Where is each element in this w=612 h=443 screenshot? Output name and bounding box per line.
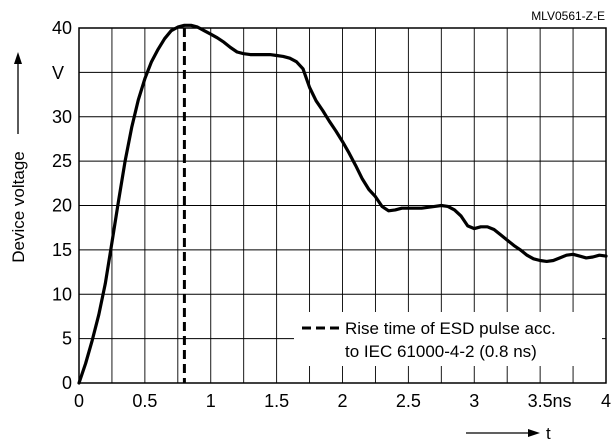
x-tick-label: 4: [601, 391, 611, 411]
y-tick-label: 5: [62, 329, 72, 349]
y-tick-label: 25: [52, 151, 72, 171]
y-axis-arrow-head: [14, 52, 22, 64]
x-tick-label: 2: [337, 391, 347, 411]
figure-id: MLV0561-Z-E: [531, 9, 605, 23]
x-tick-label: 1: [206, 391, 216, 411]
y-tick-label: 10: [52, 284, 72, 304]
x-tick-label: 2.5: [396, 391, 421, 411]
legend-background: [294, 312, 602, 366]
x-tick-label: 0: [74, 391, 84, 411]
x-tick-label: 3.5: [528, 391, 553, 411]
y-tick-label: 20: [52, 196, 72, 216]
series-line: [77, 23, 608, 385]
y-axis-title: Device voltage: [9, 52, 28, 263]
legend-line-2: to IEC 61000-4-2 (0.8 ns): [345, 342, 537, 361]
x-axis-title: t: [466, 424, 551, 443]
y-tick-label: 40: [52, 18, 72, 38]
x-tick-label: 0.5: [132, 391, 157, 411]
y-tick-label: 30: [52, 107, 72, 127]
x-axis-label: t: [546, 424, 551, 443]
y-unit-label: V: [52, 63, 64, 83]
y-tick-label: 15: [52, 240, 72, 260]
legend: Rise time of ESD pulse acc. to IEC 61000…: [294, 312, 602, 366]
x-tick-label: 3: [469, 391, 479, 411]
legend-line-1: Rise time of ESD pulse acc.: [345, 319, 556, 338]
x-unit-label: ns: [552, 391, 571, 411]
x-axis-arrow-head: [528, 429, 540, 437]
y-axis-label: Device voltage: [9, 151, 28, 263]
x-tick-labels: 0 0.5 1 1.5 2 2.5 3 3.5 4: [74, 391, 611, 411]
y-tick-label: 0: [62, 373, 72, 393]
y-tick-labels: 0 5 10 15 20 25 30 40: [52, 18, 72, 393]
plot-frame: [78, 27, 607, 384]
x-tick-label: 1.5: [264, 391, 289, 411]
